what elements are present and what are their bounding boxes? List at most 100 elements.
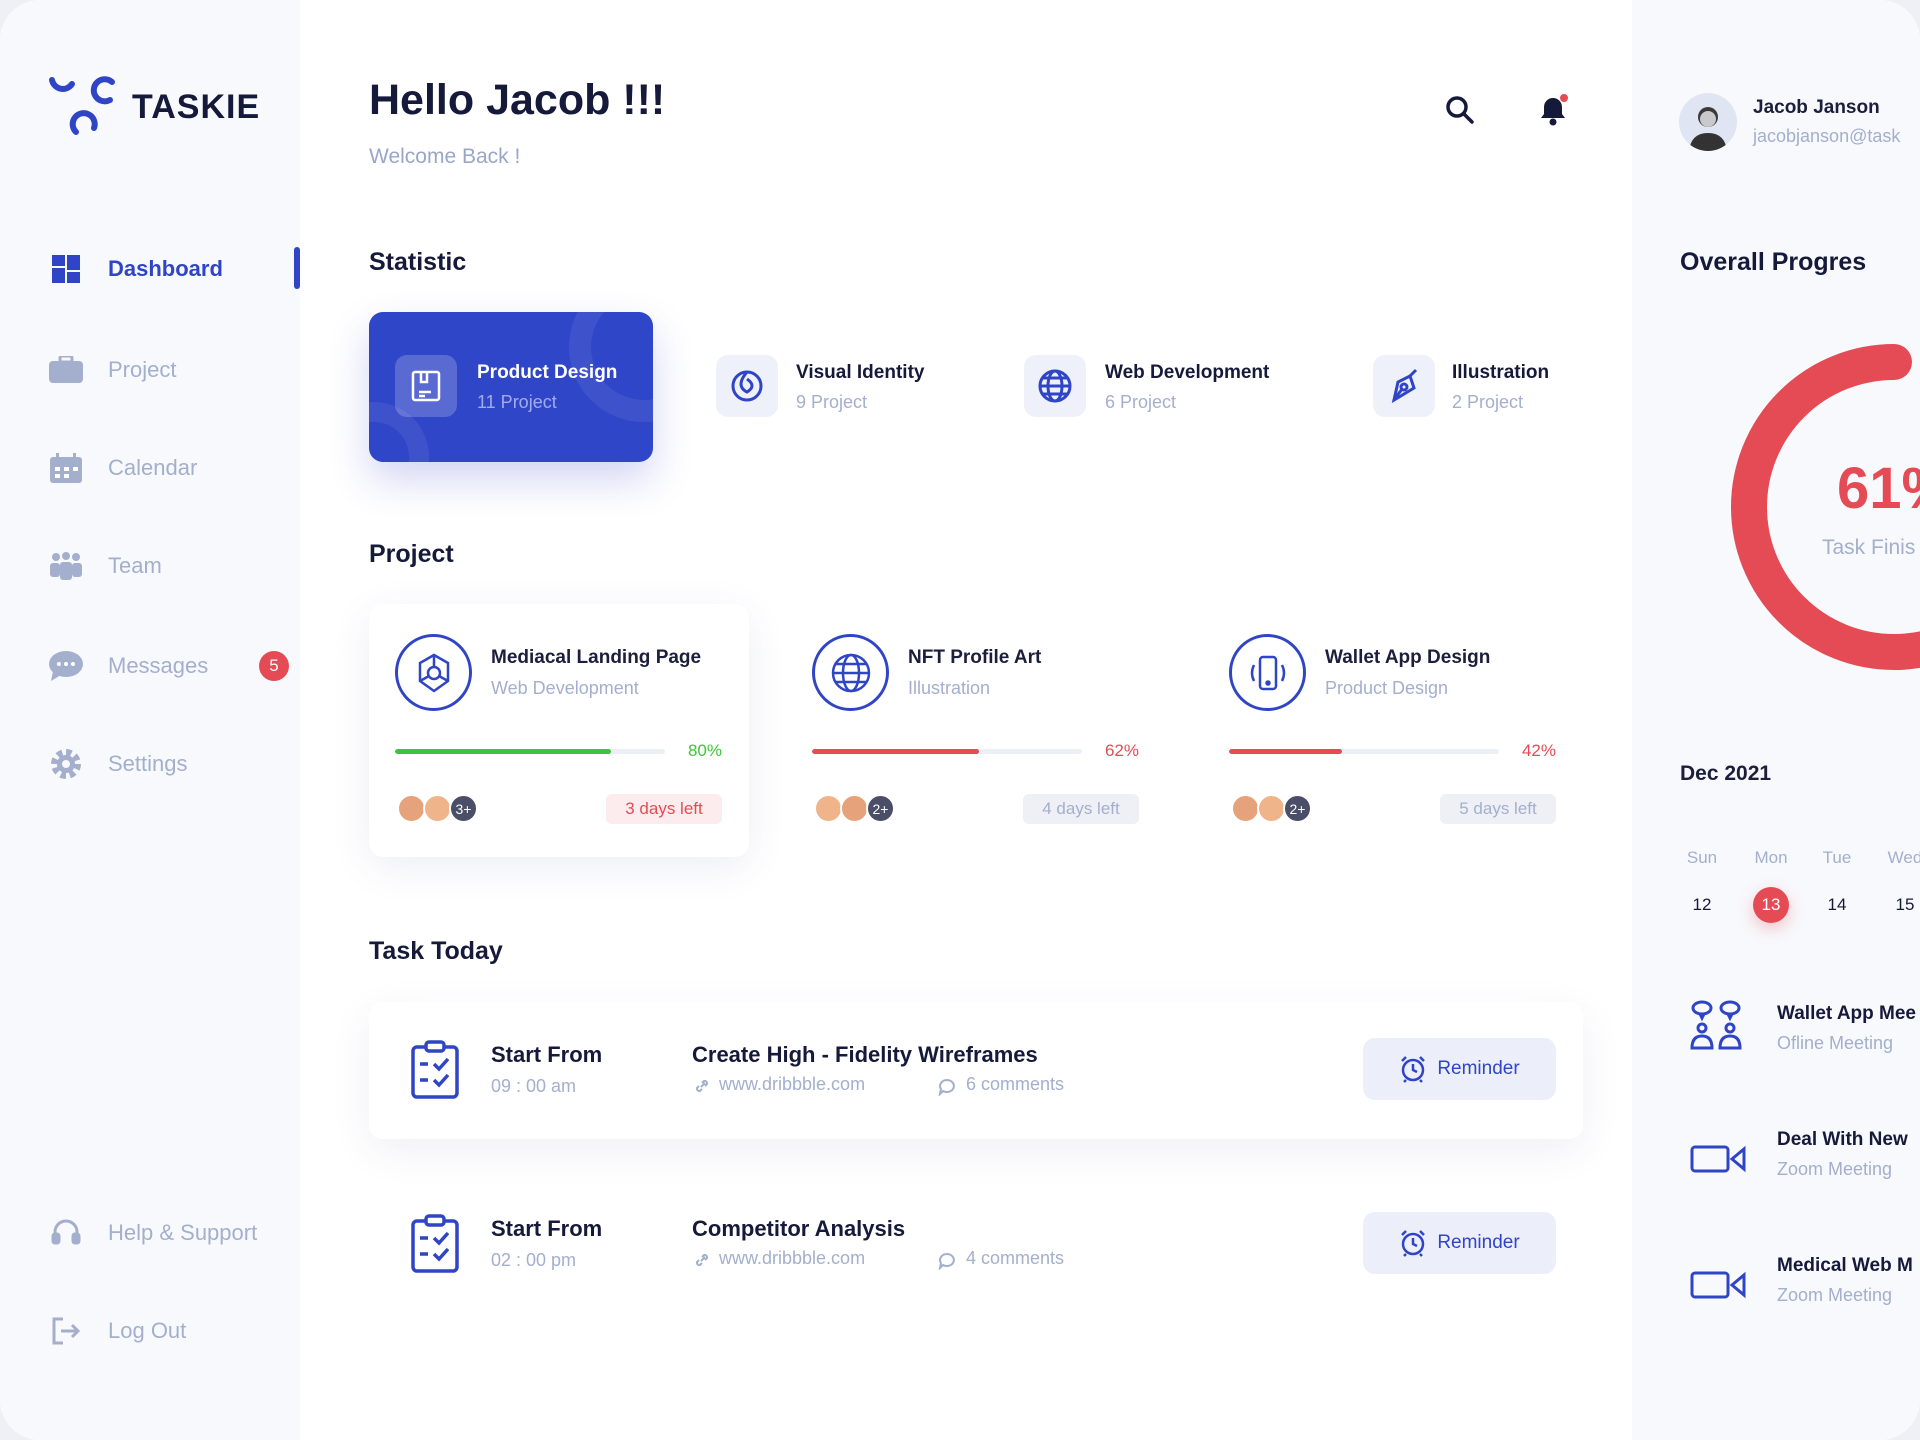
meeting-type: Zoom Meeting: [1777, 1285, 1893, 1305]
chat-icon: [49, 649, 83, 683]
project-progress-label: 42%: [1521, 741, 1556, 760]
sidebar-item-project[interactable]: Project: [49, 348, 299, 392]
sidebar-item-label: Messages: [108, 653, 209, 678]
task-row[interactable]: Start From 02 : 00 pm Competitor Analysi…: [369, 1176, 1583, 1313]
project-category: Product Design: [1325, 678, 1449, 698]
calendar-date[interactable]: 15: [1895, 895, 1915, 914]
calendar-date[interactable]: 14: [1827, 895, 1847, 914]
stat-title: Visual Identity: [796, 362, 925, 383]
video-camera-icon: [1690, 1144, 1746, 1179]
alarm-clock-icon: [1401, 1056, 1426, 1083]
project-card[interactable]: NFT Profile Art Illustration 62% 2+ 4 da…: [786, 604, 1166, 857]
sidebar-item-calendar[interactable]: Calendar: [49, 446, 299, 490]
sidebar-item-settings[interactable]: Settings: [49, 742, 299, 786]
page-title: Hello Jacob !!!: [369, 76, 666, 124]
progress-ring-arc: [1731, 344, 1920, 670]
more-members-count: 2+: [1283, 794, 1312, 823]
meeting-title: Wallet App Mee: [1777, 1003, 1916, 1024]
sidebar-item-label: Project: [108, 357, 177, 382]
clipboard-check-icon: [411, 1214, 459, 1273]
task-link[interactable]: www.dribbble.com: [719, 1074, 866, 1094]
sidebar-item-team[interactable]: Team: [49, 544, 299, 588]
avatar: [1231, 794, 1260, 823]
link-icon: [695, 1253, 709, 1267]
project-category: Web Development: [491, 678, 639, 698]
overall-progress-ring: [1731, 344, 1920, 670]
avatar[interactable]: [1679, 93, 1737, 151]
project-progress-label: 62%: [1104, 741, 1139, 760]
task-row[interactable]: Start From 09 : 00 am Create High - Fide…: [369, 1002, 1583, 1139]
stat-card-product-design[interactable]: Product Design 11 Project: [369, 312, 653, 462]
stat-sub: 2 Project: [1452, 392, 1524, 412]
comment-icon: [938, 1252, 955, 1270]
logout-icon: [49, 1314, 83, 1348]
meeting-item[interactable]: Deal With New Zoom Meeting: [1690, 1126, 1920, 1192]
comment-icon: [938, 1078, 955, 1096]
weekday-label: Wed: [1887, 848, 1920, 867]
statistic-title: Statistic: [369, 248, 467, 276]
project-members: 2+: [1231, 794, 1321, 824]
more-members-count: 3+: [449, 794, 478, 823]
calendar-date[interactable]: 12: [1692, 895, 1712, 914]
stat-title: Illustration: [1452, 362, 1550, 383]
sidebar-item-dashboard[interactable]: Dashboard: [49, 247, 299, 291]
reminder-button[interactable]: Reminder: [1363, 1038, 1556, 1100]
meeting-item[interactable]: Wallet App Mee Ofline Meeting: [1690, 1000, 1920, 1066]
calendar-date[interactable]: 13: [1753, 887, 1789, 923]
weekday-label: Sun: [1686, 848, 1718, 867]
logout-link[interactable]: Log Out: [49, 1309, 299, 1353]
project-progress-bar: [395, 749, 665, 754]
active-indicator: [294, 247, 300, 289]
task-time: 09 : 00 am: [491, 1076, 577, 1096]
reminder-button[interactable]: Reminder: [1363, 1212, 1556, 1274]
overall-progress-caption: Task Finis: [1822, 536, 1916, 559]
briefcase-icon: [49, 353, 83, 387]
weekday-label: Tue: [1822, 848, 1852, 867]
stat-card-illustration[interactable]: Illustration 2 Project: [1373, 355, 1603, 419]
task-comments[interactable]: 6 comments: [966, 1074, 1065, 1094]
alarm-clock-icon: [1401, 1230, 1426, 1257]
product-design-icon: [395, 355, 457, 417]
messages-badge: 5: [259, 651, 289, 681]
project-card[interactable]: Wallet App Design Product Design 42% 2+ …: [1203, 604, 1583, 857]
task-today-title: Task Today: [369, 937, 503, 965]
avatar: [397, 794, 426, 823]
team-icon: [49, 549, 83, 583]
user-email: jacobjanson@task: [1753, 126, 1901, 146]
spiral-icon: [716, 355, 778, 417]
project-category: Illustration: [908, 678, 991, 698]
task-comments[interactable]: 4 comments: [966, 1248, 1065, 1268]
weekday-label: Mon: [1754, 848, 1788, 867]
meeting-type: Ofline Meeting: [1777, 1033, 1894, 1053]
search-icon[interactable]: [1445, 95, 1475, 125]
sidebar-item-label: Calendar: [108, 455, 198, 480]
task-link[interactable]: www.dribbble.com: [719, 1248, 866, 1268]
meeting-type: Zoom Meeting: [1777, 1159, 1893, 1179]
stat-card-web-development[interactable]: Web Development 6 Project: [1024, 355, 1354, 419]
task-title: Competitor Analysis: [692, 1216, 906, 1241]
phone-vibrate-icon: [1229, 634, 1306, 711]
due-badge: 5 days left: [1440, 794, 1556, 824]
logout-label: Log Out: [108, 1318, 187, 1343]
calendar-month: Dec 2021: [1680, 762, 1772, 785]
task-time: 02 : 00 pm: [491, 1250, 577, 1270]
reminder-label: Reminder: [1437, 1232, 1520, 1253]
stat-sub: 9 Project: [796, 392, 868, 412]
task-title: Create High - Fidelity Wireframes: [692, 1042, 1038, 1067]
help-support-link[interactable]: Help & Support: [49, 1211, 299, 1255]
sidebar-item-label: Settings: [108, 751, 188, 776]
sidebar-item-messages[interactable]: Messages: [49, 644, 299, 688]
avatar: [840, 794, 869, 823]
meeting-item[interactable]: Medical Web M Zoom Meeting: [1690, 1252, 1920, 1318]
meeting-title: Deal With New: [1777, 1129, 1908, 1150]
stat-sub: 6 Project: [1105, 392, 1177, 412]
clipboard-check-icon: [411, 1040, 459, 1099]
calendar-icon: [49, 451, 83, 485]
bell-icon[interactable]: [1537, 93, 1571, 127]
project-card[interactable]: Mediacal Landing Page Web Development 80…: [369, 604, 749, 857]
stat-card-visual-identity[interactable]: Visual Identity 9 Project: [716, 355, 1116, 419]
task-start-label: Start From: [491, 1216, 603, 1241]
project-progress-bar: [812, 749, 1082, 754]
app-logo-text: TASKIE: [132, 88, 261, 126]
